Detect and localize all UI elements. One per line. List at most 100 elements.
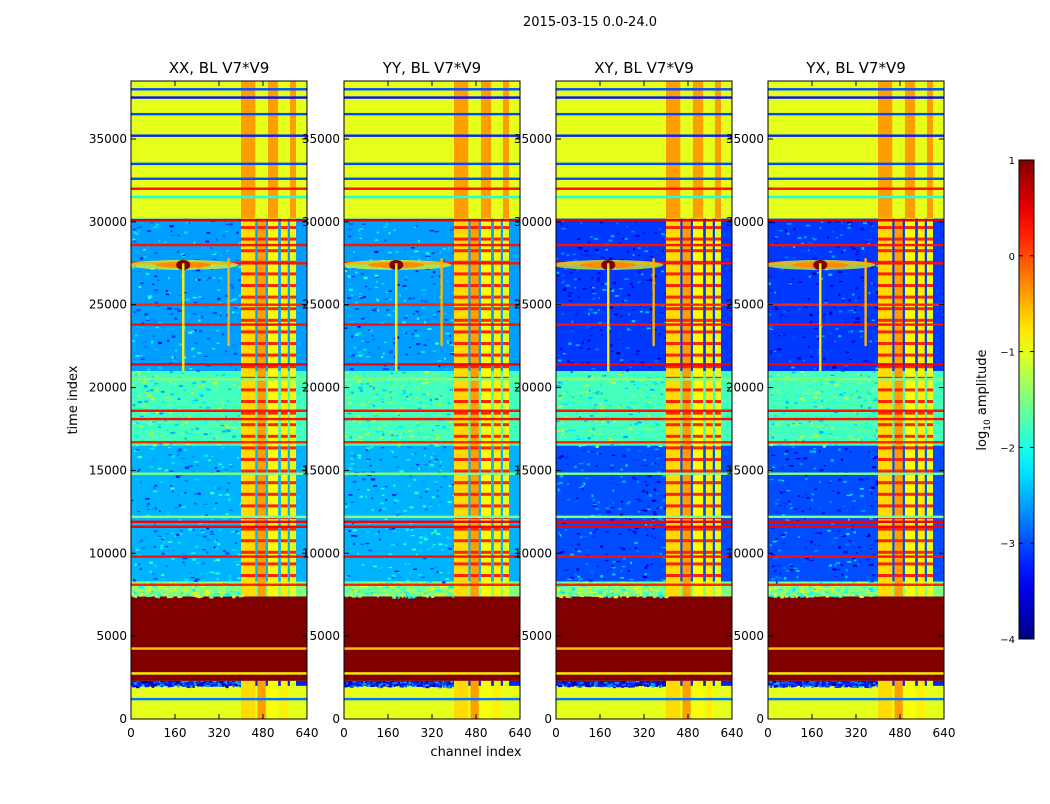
- speckle: [358, 457, 361, 459]
- rfi-stripe: [683, 319, 691, 322]
- speckle: [439, 502, 442, 503]
- speckle: [357, 395, 361, 397]
- speckle: [381, 356, 383, 358]
- speckle: [204, 433, 208, 435]
- speckle: [584, 591, 586, 593]
- speckle: [388, 291, 392, 293]
- speckle: [660, 489, 663, 491]
- rfi-stripe: [503, 528, 509, 531]
- rfi-stripe: [683, 574, 691, 577]
- speckle: [186, 538, 190, 539]
- speckle: [132, 582, 134, 583]
- speckle: [386, 394, 389, 396]
- speckle: [627, 595, 629, 597]
- speckle: [177, 234, 180, 236]
- y-tick-label: 25000: [514, 298, 552, 312]
- time-line-2: [556, 647, 732, 649]
- speckle: [402, 372, 406, 373]
- rfi-stripe: [268, 423, 278, 426]
- speckle: [447, 340, 449, 341]
- speckle: [417, 415, 419, 416]
- time-line-21: [556, 178, 732, 180]
- rfi-stripe: [666, 330, 680, 333]
- x-tick-label: 480: [252, 726, 275, 740]
- speckle: [358, 229, 360, 231]
- rfi-stripe: [693, 562, 703, 565]
- speckle: [370, 465, 372, 467]
- speckle: [594, 684, 597, 686]
- speckle: [366, 449, 368, 451]
- speckle: [410, 591, 413, 592]
- speckle: [623, 436, 627, 438]
- time-line-14: [131, 323, 307, 325]
- speckle: [618, 406, 621, 407]
- speckle: [168, 682, 170, 683]
- rfi-stripe: [471, 412, 479, 415]
- speckle: [149, 562, 153, 564]
- speckle: [151, 591, 154, 593]
- speckle: [141, 588, 145, 589]
- speckle: [617, 482, 619, 483]
- speckle: [135, 233, 138, 235]
- speckle: [629, 414, 633, 415]
- speckle: [403, 399, 407, 401]
- speckle: [371, 446, 373, 447]
- speckle: [154, 433, 156, 435]
- rfi-stripe: [258, 249, 266, 252]
- rfi-stripe: [481, 562, 491, 565]
- speckle: [157, 424, 161, 425]
- speckle: [401, 589, 405, 590]
- speckle: [141, 359, 145, 360]
- speckle: [632, 683, 634, 685]
- rfi-stripe: [281, 365, 288, 368]
- speckle: [163, 592, 167, 593]
- speckle: [363, 354, 365, 355]
- speckle: [199, 393, 203, 395]
- speckle: [616, 685, 620, 687]
- speckle: [567, 463, 569, 465]
- speckle: [588, 451, 590, 452]
- speckle: [650, 428, 653, 430]
- speckle: [429, 503, 432, 505]
- speckle: [177, 685, 179, 687]
- speckle: [148, 596, 150, 597]
- rfi-stripe: [503, 330, 509, 333]
- speckle: [171, 231, 173, 233]
- rfi-stripe: [706, 319, 713, 322]
- speckle: [356, 489, 358, 491]
- speckle: [631, 360, 634, 362]
- rfi-stripe: [281, 562, 288, 565]
- speckle: [403, 587, 407, 589]
- speckle: [213, 382, 217, 384]
- speckle: [598, 514, 602, 515]
- speckle: [156, 682, 159, 684]
- speckle: [210, 595, 213, 597]
- speckle: [628, 686, 631, 688]
- speckle: [424, 345, 427, 346]
- speckle: [590, 592, 594, 594]
- speckle: [381, 582, 384, 584]
- speckle: [591, 328, 593, 329]
- speckle: [598, 309, 600, 311]
- speckle: [177, 310, 181, 312]
- time-line-25: [131, 96, 307, 98]
- speckle: [581, 222, 583, 223]
- speckle: [227, 595, 231, 597]
- speckle: [408, 430, 412, 432]
- speckle: [566, 591, 570, 592]
- speckle: [385, 519, 388, 520]
- speckle: [203, 278, 206, 280]
- speckle: [151, 227, 154, 228]
- rfi-stripe: [683, 238, 691, 241]
- speckle: [629, 405, 632, 406]
- speckle: [148, 295, 152, 297]
- speckle: [192, 445, 195, 446]
- speckle: [614, 551, 617, 553]
- y-tick-label: 5000: [96, 629, 127, 643]
- speckle: [373, 397, 377, 398]
- rfi-stripe: [666, 493, 680, 496]
- speckle: [146, 298, 148, 300]
- speckle: [417, 353, 421, 355]
- speckle: [369, 316, 371, 318]
- speckle: [173, 592, 175, 594]
